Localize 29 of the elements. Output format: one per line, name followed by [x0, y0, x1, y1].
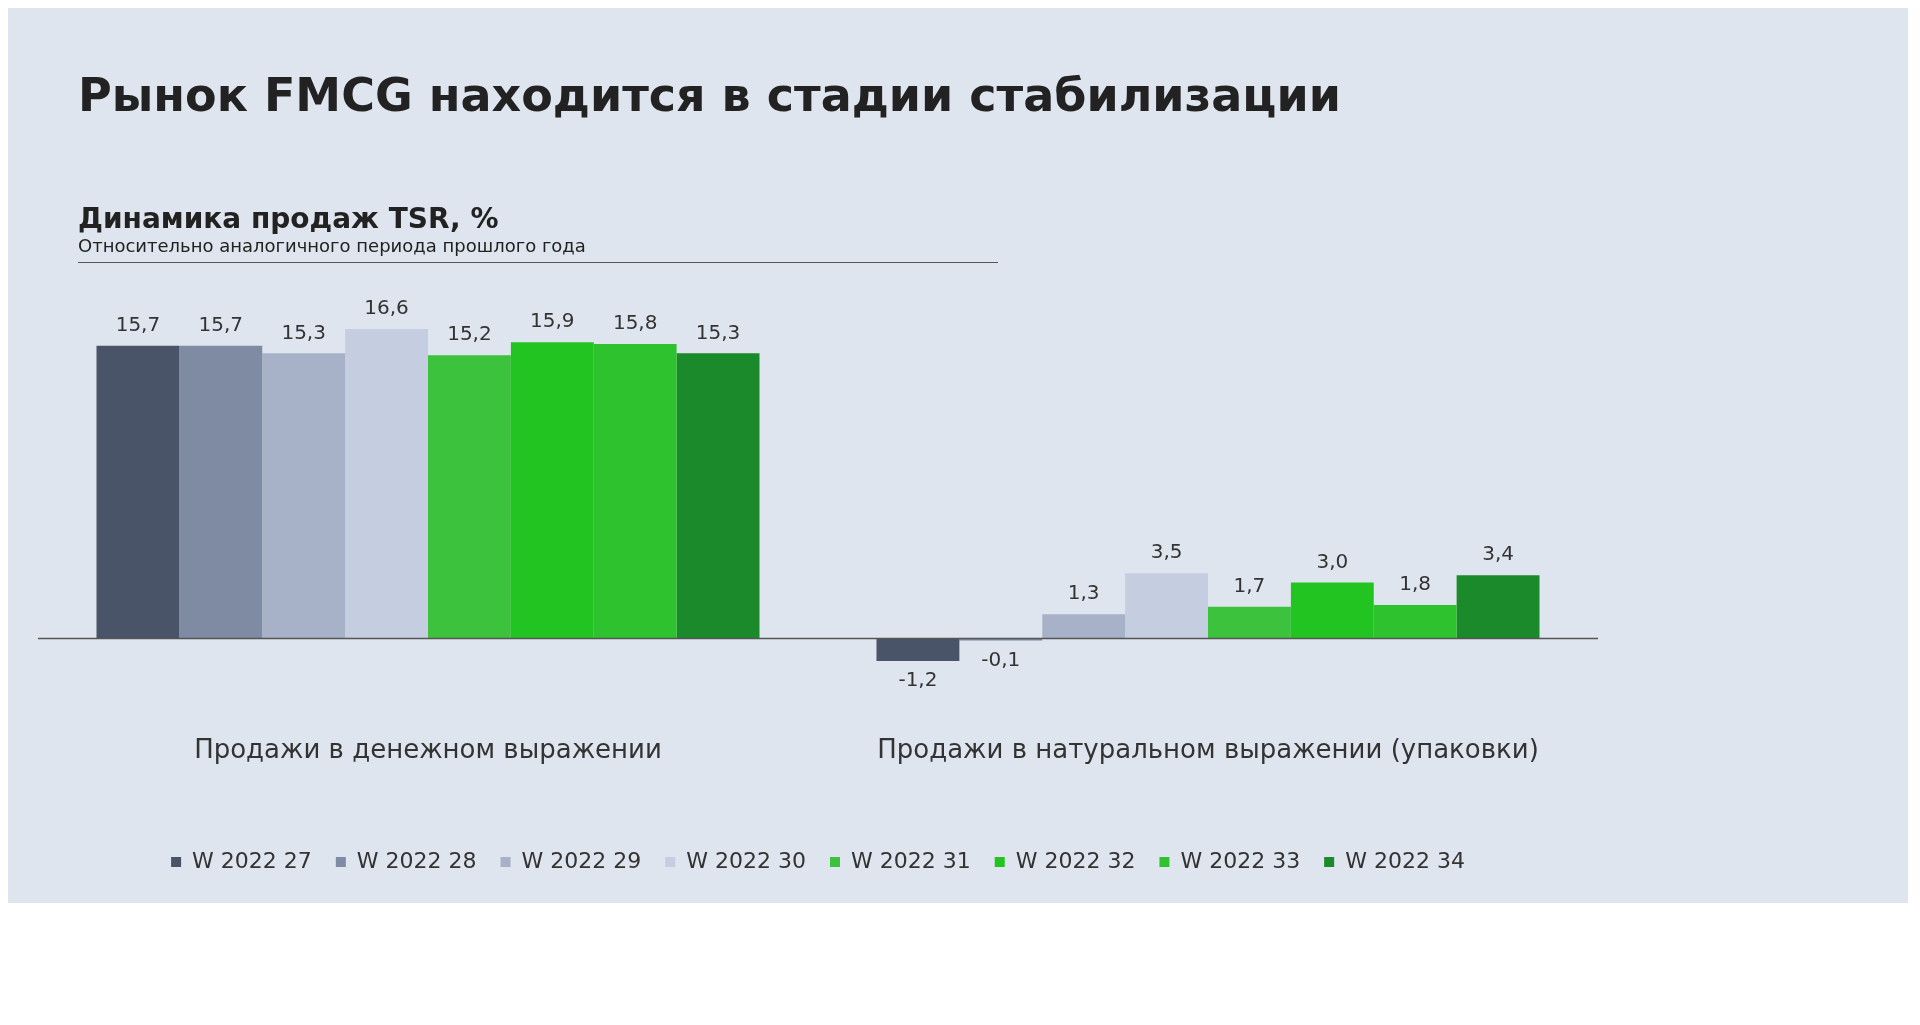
- data-label: 15,9: [530, 308, 575, 333]
- chart-title: Рынок FMCG находится в стадии стабилизации: [78, 68, 1342, 122]
- data-label: 1,3: [1067, 580, 1100, 605]
- data-label: 15,3: [695, 319, 741, 344]
- legend-label: W 2022 30: [686, 847, 807, 873]
- data-label: 3,0: [1316, 548, 1349, 573]
- data-label: 15,7: [115, 312, 161, 337]
- legend-label: W 2022 32: [1015, 847, 1136, 873]
- legend-label: W 2022 27: [192, 847, 312, 873]
- data-label: 15,8: [612, 310, 658, 335]
- data-label: -1,2: [898, 667, 938, 692]
- data-label: 3,5: [1150, 539, 1183, 564]
- chart-subtitle: Динамика продаж TSR, %: [78, 202, 500, 235]
- legend-label: W 2022 31: [851, 847, 971, 873]
- data-label: -0,1: [981, 646, 1021, 671]
- legend-label: W 2022 29: [521, 847, 642, 873]
- data-label: 15,7: [198, 312, 244, 337]
- data-label: 1,7: [1233, 573, 1266, 598]
- legend-label: W 2022 34: [1345, 847, 1465, 873]
- x-tick-label: Продажи в натуральном выражении (упаковки): [877, 734, 1539, 765]
- legend-label: W 2022 33: [1180, 847, 1301, 873]
- data-label: 15,2: [447, 321, 492, 346]
- data-label: 16,6: [364, 295, 409, 320]
- text: Относительно аналогичного периода прошлого года: [78, 235, 998, 263]
- data-label: 3,4: [1482, 541, 1514, 566]
- data-label: 15,3: [281, 319, 326, 344]
- data-label: 1,8: [1399, 571, 1432, 596]
- legend-label: W 2022 28: [356, 847, 477, 873]
- x-tick-label: Продажи в денежном выражении: [194, 734, 662, 765]
